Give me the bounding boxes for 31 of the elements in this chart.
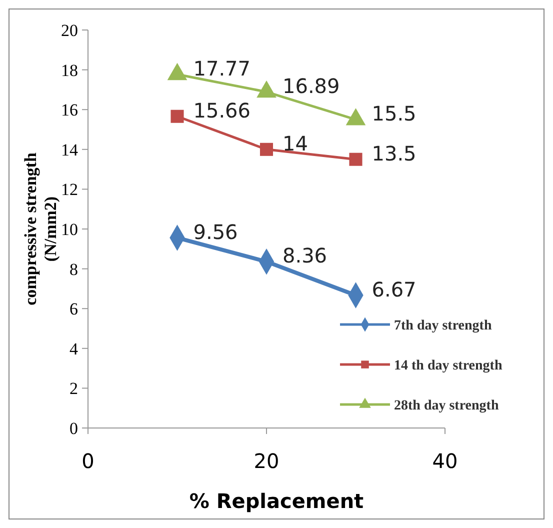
data-label: 17.77	[193, 56, 251, 80]
point	[346, 108, 366, 126]
data-label: 9.56	[193, 220, 238, 244]
legend-label: 14 th day strength	[394, 358, 502, 374]
point	[349, 152, 362, 166]
data-label: 8.36	[282, 244, 328, 268]
y-tick-label: 14	[61, 140, 78, 160]
legend-label: 28th day strength	[394, 398, 499, 414]
data-label: 6.67	[372, 277, 416, 302]
x-tick-label: 20	[254, 449, 280, 473]
x-tick-label: 40	[432, 449, 458, 473]
y-tick-label: 0	[70, 419, 78, 438]
x-axis-title: % Replacement	[189, 489, 364, 513]
data-label: 14	[282, 131, 308, 156]
y-tick-label: 10	[61, 220, 78, 239]
data-label: 15.66	[193, 98, 251, 122]
point	[256, 80, 276, 98]
y-tick-label: 18	[61, 60, 78, 80]
y-tick-label: 12	[61, 180, 78, 200]
data-label: 15.5	[372, 102, 416, 126]
y-axis-title: compressive strength (N/mm2)	[21, 152, 60, 306]
y-tick-label: 20	[61, 21, 78, 40]
y-tick-label: 8	[70, 260, 78, 279]
y-tick-label: 6	[70, 300, 78, 319]
point	[167, 62, 188, 80]
data-label: 16.89	[282, 74, 340, 98]
y-tick-label: 16	[61, 100, 78, 120]
data-label: 13.5	[372, 141, 416, 166]
y-tick-label: 4	[70, 339, 78, 358]
legend-label: 7th day strength	[394, 318, 492, 334]
y-tick-label: 2	[70, 379, 78, 398]
